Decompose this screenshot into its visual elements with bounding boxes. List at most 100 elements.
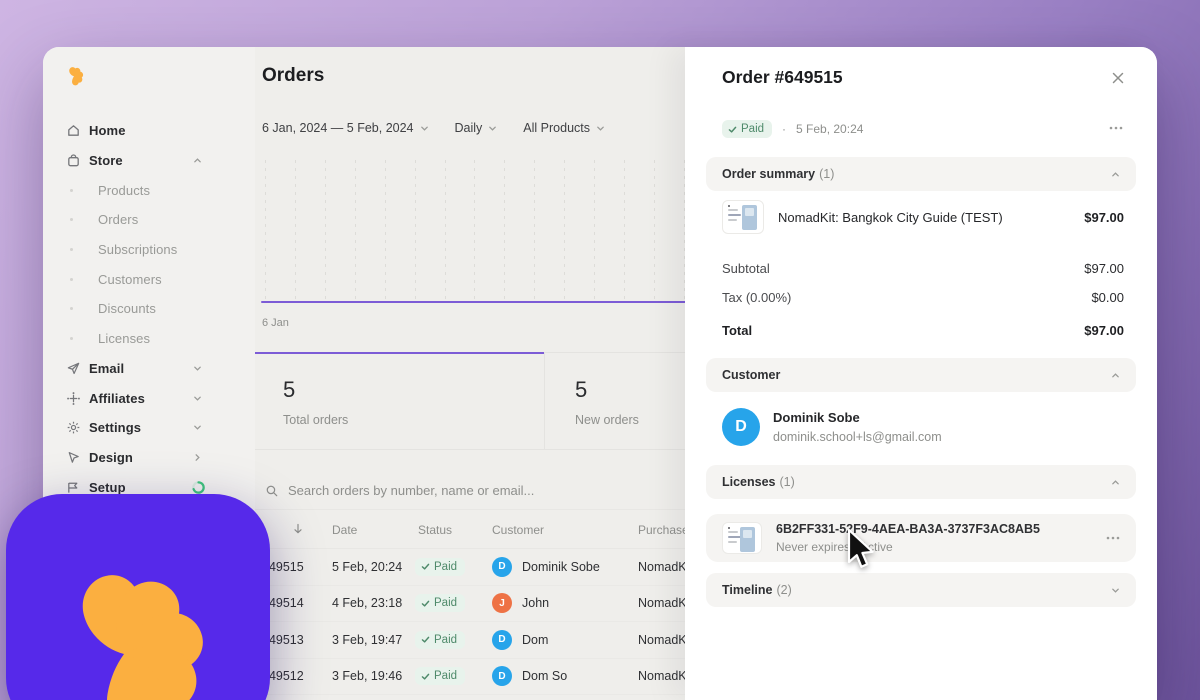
avatar: D [492, 666, 512, 687]
order-detail-panel: Order #649515 Paid · 5 Feb, 20:24 Order … [685, 47, 1157, 700]
cursor-icon [65, 449, 81, 465]
sidebar-item-home[interactable]: Home [43, 116, 255, 146]
chevron-up-icon [193, 156, 202, 165]
chart-gridlines [265, 160, 685, 301]
check-icon [728, 126, 737, 133]
section-title: Order summary [722, 167, 816, 181]
stat-label: Total orders [283, 413, 349, 427]
section-title: Licenses [722, 475, 776, 489]
sidebar-item-licenses[interactable]: Licenses [43, 324, 255, 354]
sidebar-item-subscriptions[interactable]: Subscriptions [43, 235, 255, 265]
product-filter-dropdown[interactable]: All Products [523, 121, 605, 135]
order-detail-title: Order #649515 [722, 67, 843, 87]
product-thumbnail [722, 200, 764, 234]
sidebar-item-products[interactable]: Products [43, 175, 255, 205]
tree-dot [70, 337, 73, 341]
chevron-down-icon [193, 394, 202, 403]
customer-name: Dominik Sobe [773, 410, 860, 425]
more-actions-icon[interactable] [1109, 126, 1123, 130]
affiliates-icon [65, 390, 81, 406]
orders-page: Orders 6 Jan, 2024 — 5 Feb, 2024 Daily A… [255, 47, 685, 700]
customer-row[interactable]: D Dominik Sobe dominik.school+ls@gmail.c… [722, 408, 942, 446]
sidebar-item-label: Store [89, 153, 123, 169]
tree-dot [70, 248, 73, 252]
close-icon[interactable] [1111, 71, 1125, 85]
tab-total-orders[interactable]: 5 Total orders [255, 352, 545, 449]
avatar: D [492, 556, 512, 577]
column-header-customer[interactable]: Customer [492, 523, 545, 537]
sidebar-item-label: Licenses [98, 331, 151, 347]
home-icon [65, 123, 81, 139]
sidebar-item-settings[interactable]: Settings [43, 413, 255, 443]
check-icon [421, 600, 430, 607]
column-header-status[interactable]: Status [418, 523, 453, 537]
orders-table-header: Date Status Customer Purchased [255, 510, 685, 549]
chevron-down-icon [488, 124, 497, 133]
order-number: 649514 [262, 596, 304, 611]
store-icon [65, 153, 81, 169]
order-number: 649515 [262, 559, 304, 574]
section-order-summary[interactable]: Order summary (1) [706, 157, 1136, 191]
check-icon [421, 673, 430, 680]
sidebar-item-design[interactable]: Design [43, 443, 255, 473]
license-card[interactable]: 6B2FF331-52F9-4AEA-BA3A-3737F3AC8AB5 Nev… [706, 514, 1136, 562]
column-header-purchased[interactable]: Purchased [638, 523, 685, 537]
filters-row: 6 Jan, 2024 — 5 Feb, 2024 Daily All Prod… [262, 121, 605, 135]
avatar: D [722, 408, 760, 446]
table-row[interactable]: 649512 3 Feb, 19:46 Paid D Dom So NomadKi… [255, 659, 685, 695]
customer-name: Dom So [522, 669, 568, 684]
chevron-up-icon [1111, 170, 1120, 179]
interval-dropdown[interactable]: Daily [455, 121, 498, 135]
order-item-row: NomadKit: Bangkok City Guide (TEST) $97.… [722, 200, 1124, 234]
stat-value: 5 [575, 377, 588, 402]
summary-value: $97.00 [1084, 323, 1124, 338]
sidebar-item-email[interactable]: Email [43, 354, 255, 384]
sidebar-item-affiliates[interactable]: Affiliates [43, 383, 255, 413]
table-row[interactable]: 649515 5 Feb, 20:24 Paid D Dominik Sobe N… [255, 549, 685, 586]
sidebar-item-label: Discounts [98, 301, 156, 317]
column-header-date[interactable]: Date [332, 523, 358, 537]
sidebar-item-discounts[interactable]: Discounts [43, 294, 255, 324]
date-range-value: 6 Jan, 2024 — 5 Feb, 2024 [262, 121, 414, 135]
license-status: Never expires · Active [776, 540, 893, 554]
license-key: 6B2FF331-52F9-4AEA-BA3A-3737F3AC8AB5 [776, 522, 1040, 536]
send-icon [65, 360, 81, 376]
section-timeline[interactable]: Timeline (2) [706, 573, 1136, 607]
summary-value: $97.00 [1084, 261, 1124, 276]
purchased-product: NomadKit: Bangkok City Guide (TEST) [638, 596, 685, 611]
customer-name: Dominik Sobe [522, 559, 600, 574]
brand-logo-card [6, 494, 270, 700]
sort-arrow-icon[interactable] [293, 523, 303, 534]
tab-new-orders[interactable]: 5 New orders [545, 353, 685, 449]
sidebar-item-label: Setup [89, 479, 126, 495]
flag-icon [65, 479, 81, 495]
section-licenses[interactable]: Licenses (1) [706, 465, 1136, 499]
section-customer[interactable]: Customer [706, 358, 1136, 392]
app-window: Home Store Products Orders Subscriptions… [43, 47, 1157, 700]
summary-label: Subtotal [722, 261, 770, 276]
table-row[interactable]: 649514 4 Feb, 23:18 Paid J John NomadKit:… [255, 586, 685, 622]
order-meta-row: Paid · 5 Feb, 20:24 [722, 120, 863, 138]
sidebar-item-setup[interactable]: Setup [43, 472, 255, 502]
chevron-up-icon [1111, 478, 1120, 487]
sidebar-item-orders[interactable]: Orders [43, 205, 255, 235]
purchased-product: NomadKit: Bangkok City Guide (TEST) [638, 669, 685, 684]
date-range-dropdown[interactable]: 6 Jan, 2024 — 5 Feb, 2024 [262, 121, 429, 135]
gear-icon [65, 420, 81, 436]
chevron-up-icon [1111, 371, 1120, 380]
search-input[interactable] [288, 483, 668, 498]
tree-dot [70, 307, 73, 311]
table-row[interactable]: 649513 3 Feb, 19:47 Paid D Dom NomadKit: … [255, 622, 685, 659]
more-actions-icon[interactable] [1106, 536, 1120, 540]
status-badge: Paid [415, 630, 466, 649]
tree-dot [70, 218, 73, 222]
summary-row-subtotal: Subtotal $97.00 [722, 261, 1124, 276]
section-count: (1) [779, 475, 795, 489]
chevron-down-icon [193, 364, 202, 373]
meta-separator: · [782, 122, 787, 136]
orders-chart [261, 160, 685, 303]
sidebar-item-customers[interactable]: Customers [43, 264, 255, 294]
status-badge: Paid [415, 557, 466, 576]
sidebar-item-store[interactable]: Store [43, 146, 255, 176]
sidebar-item-label: Customers [98, 271, 162, 287]
